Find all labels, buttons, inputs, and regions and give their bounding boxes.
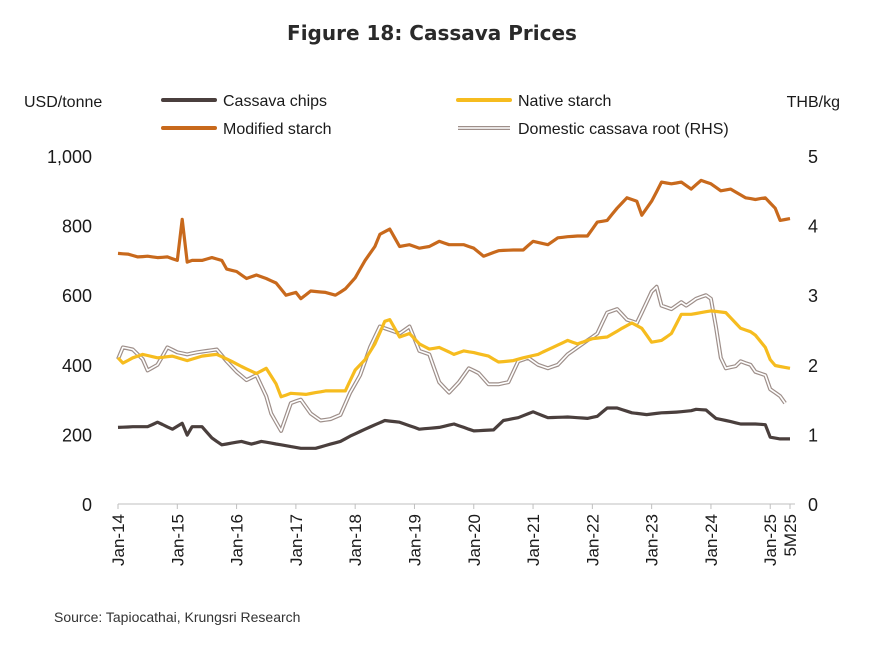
left-tick-label: 400 [62, 356, 92, 376]
x-tick-label: Jan-22 [583, 514, 602, 566]
x-tick-label: Jan-24 [702, 514, 721, 566]
x-tick-label: Jan-15 [168, 514, 187, 566]
series-line-native-starch [116, 309, 791, 399]
left-axis-unit: USD/tonne [24, 94, 102, 111]
series-line-modified-starch [117, 178, 791, 301]
x-tick-label: Jan-21 [524, 514, 543, 566]
left-tick-label: 0 [82, 495, 92, 515]
left-tick-label: 1,000 [47, 147, 92, 167]
legend-label-cassava-chips: Cassava chips [223, 93, 327, 110]
right-tick-label: 1 [808, 425, 818, 445]
x-tick-label: Jan-14 [109, 514, 128, 566]
x-tick-label: Jan-18 [346, 514, 365, 566]
series-line-cassava-chips [117, 406, 790, 450]
x-tick-label: Jan-20 [465, 514, 484, 566]
legend-label-modified-starch: Modified starch [223, 121, 332, 138]
left-tick-label: 800 [62, 217, 92, 237]
legend-label-domestic-cassava-root-rhs: Domestic cassava root (RHS) [518, 121, 729, 138]
x-tick-label: Jan-19 [405, 514, 424, 566]
series-lines [116, 178, 791, 450]
left-tick-label: 200 [62, 425, 92, 445]
right-tick-label: 4 [808, 217, 818, 237]
right-tick-label: 0 [808, 495, 818, 515]
x-tick-label: Jan-23 [643, 514, 662, 566]
source-note: Source: Tapiocathai, Krungsri Research [54, 609, 300, 625]
x-tick-label: Jan-16 [228, 514, 247, 566]
right-axis-unit: THB/kg [787, 94, 840, 111]
x-tick-label: Jan-17 [287, 514, 306, 566]
right-tick-label: 5 [808, 147, 818, 167]
legend-label-native-starch: Native starch [518, 93, 611, 110]
x-axis-ticks: Jan-14 Jan-15 Jan-16 Jan-17 Jan-18 Jan-19 Jan-… [109, 504, 800, 566]
right-tick-label: 2 [808, 356, 818, 376]
left-tick-label: 600 [62, 286, 92, 306]
series-line-domestic-cassava-root-rhs [116, 284, 787, 433]
left-axis-ticks: 0 200 400 600 800 1,000 [47, 147, 92, 515]
chart-title: Figure 18: Cassava Prices [287, 21, 577, 45]
right-axis-ticks: 0 1 2 3 4 5 [808, 147, 818, 515]
x-tick-label: 5M25 [781, 514, 800, 557]
legend: Cassava chips Native starch Modified starc… [161, 93, 729, 138]
series-line-domestic-cassava-root-rhs-inner [117, 285, 786, 432]
right-tick-label: 3 [808, 286, 818, 306]
x-tick-label: Jan-25 [761, 514, 780, 566]
